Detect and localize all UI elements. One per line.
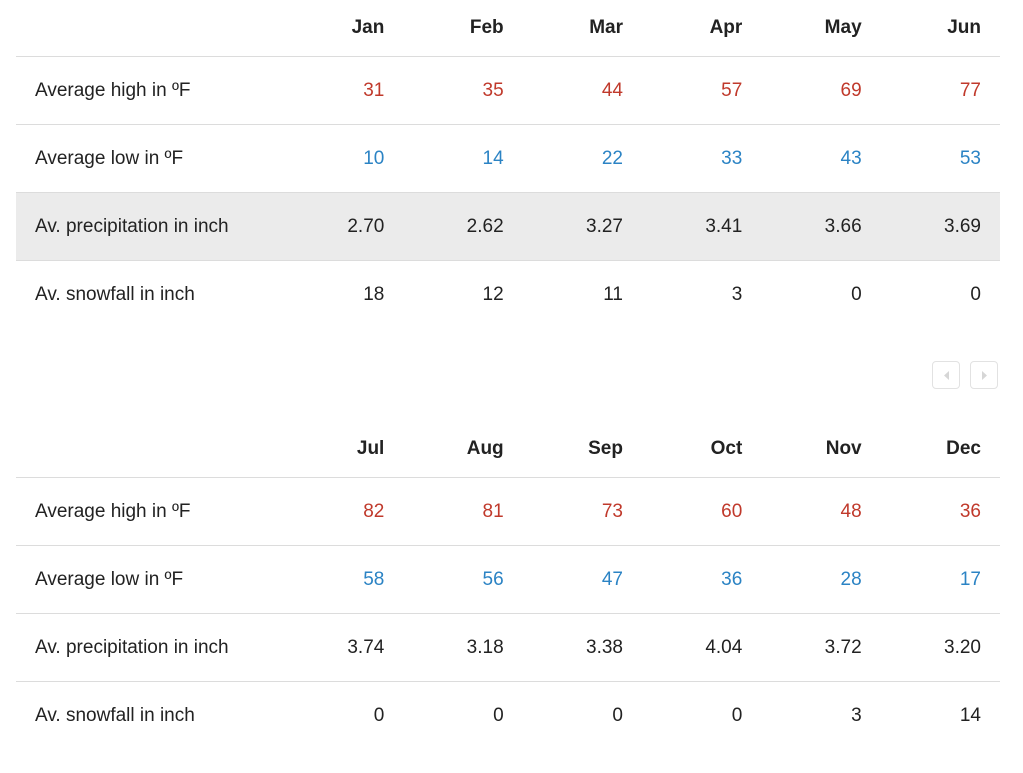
table-cell: 81 [403, 477, 523, 546]
table-cell: 12 [482, 283, 504, 305]
table-header-row: Jan Feb Mar Apr May Jun [16, 0, 1000, 57]
month-header: Jun [880, 0, 1000, 57]
month-header: May [761, 0, 881, 57]
table-row-average-high: Average high in ºF 82 81 73 60 48 36 [16, 477, 1000, 546]
table-cell: 0 [731, 704, 743, 726]
table-cell: 3.18 [403, 613, 523, 682]
table-cell: 36 [641, 545, 762, 614]
table-cell: 3.41 [641, 192, 762, 261]
table-cell: 17 [880, 545, 1000, 614]
table-row-average-low: Average low in ºF 58 56 47 36 28 17 [16, 545, 1000, 614]
month-header: Apr [641, 0, 762, 57]
row-label: Average low in ºF [16, 545, 284, 614]
row-label-header [16, 0, 284, 57]
table-cell: 3.66 [761, 192, 881, 261]
month-header: Nov [761, 421, 881, 478]
row-label: Av. precipitation in inch [16, 192, 284, 261]
table-row-precipitation: Av. precipitation in inch 2.70 2.62 3.27… [16, 192, 1000, 261]
row-label: Average high in ºF [16, 477, 284, 546]
climate-table-jul-dec: Jul Aug Sep Oct Nov Dec Average high in … [16, 421, 1000, 749]
table-cell: 3 [851, 704, 862, 726]
table-cell: 0 [851, 283, 862, 305]
table-cell: 28 [761, 545, 881, 614]
table-cell: 60 [641, 477, 762, 546]
table-cell: 3.72 [761, 613, 881, 682]
row-label: Average low in ºF [16, 124, 284, 193]
row-label: Av. snowfall in inch [35, 704, 195, 726]
previous-button[interactable] [932, 361, 960, 389]
table-cell: 58 [284, 545, 404, 614]
table-cell: 56 [403, 545, 523, 614]
table-cell: 69 [761, 56, 881, 125]
table-cell: 3.27 [522, 192, 642, 261]
table-row-average-high: Average high in ºF 31 35 44 57 69 77 [16, 56, 1000, 125]
table-cell: 2.70 [284, 192, 404, 261]
table-cell: 82 [284, 477, 404, 546]
table-cell: 53 [880, 124, 1000, 193]
row-label-header [16, 421, 284, 478]
table-row-snowfall: Av. snowfall in inch 0 0 0 0 3 14 [16, 682, 1000, 750]
month-header: Sep [522, 421, 642, 478]
table-cell: 3.74 [284, 613, 404, 682]
table-cell: 2.62 [403, 192, 523, 261]
row-label: Av. snowfall in inch [35, 283, 195, 305]
table-cell: 18 [363, 283, 385, 305]
table-row-snowfall: Av. snowfall in inch 18 12 11 3 0 0 [16, 261, 1000, 329]
table-cell: 11 [603, 283, 623, 305]
table-cell: 3 [731, 283, 743, 305]
table-cell: 3.38 [522, 613, 642, 682]
climate-table-jan-jun: Jan Feb Mar Apr May Jun Average high in … [16, 0, 1000, 328]
table-cell: 3.20 [880, 613, 1000, 682]
table-cell: 3.69 [880, 192, 1000, 261]
table-cell: 48 [761, 477, 881, 546]
month-header: Aug [403, 421, 523, 478]
table-cell: 0 [373, 704, 385, 726]
month-header: Feb [403, 0, 523, 57]
table-row-average-low: Average low in ºF 10 14 22 33 43 53 [16, 124, 1000, 193]
caret-right-icon [982, 371, 987, 380]
table-cell: 47 [522, 545, 642, 614]
next-button[interactable] [970, 361, 998, 389]
month-header: Jan [284, 0, 404, 57]
month-header: Oct [641, 421, 762, 478]
table-header-row: Jul Aug Sep Oct Nov Dec [16, 421, 1000, 478]
table-cell: 36 [880, 477, 1000, 546]
table-row-precipitation: Av. precipitation in inch 3.74 3.18 3.38… [16, 613, 1000, 682]
caret-left-icon [944, 371, 949, 380]
table-cell: 22 [522, 124, 642, 193]
table-cell: 43 [761, 124, 881, 193]
table-cell: 77 [880, 56, 1000, 125]
row-label: Average high in ºF [16, 56, 284, 125]
month-header: Mar [522, 0, 642, 57]
row-label: Av. precipitation in inch [16, 613, 284, 682]
table-cell: 33 [641, 124, 762, 193]
month-header: Jul [284, 421, 404, 478]
table-cell: 14 [959, 704, 981, 726]
table-pager [932, 361, 1000, 391]
table-cell: 4.04 [641, 613, 762, 682]
table-cell: 57 [641, 56, 762, 125]
table-cell: 73 [522, 477, 642, 546]
table-cell: 0 [612, 704, 623, 726]
table-cell: 35 [403, 56, 523, 125]
table-cell: 0 [970, 283, 981, 305]
table-cell: 14 [403, 124, 523, 193]
table-cell: 44 [522, 56, 642, 125]
table-cell: 31 [284, 56, 404, 125]
table-cell: 10 [284, 124, 404, 193]
month-header: Dec [880, 421, 1000, 478]
table-cell: 0 [493, 704, 504, 726]
